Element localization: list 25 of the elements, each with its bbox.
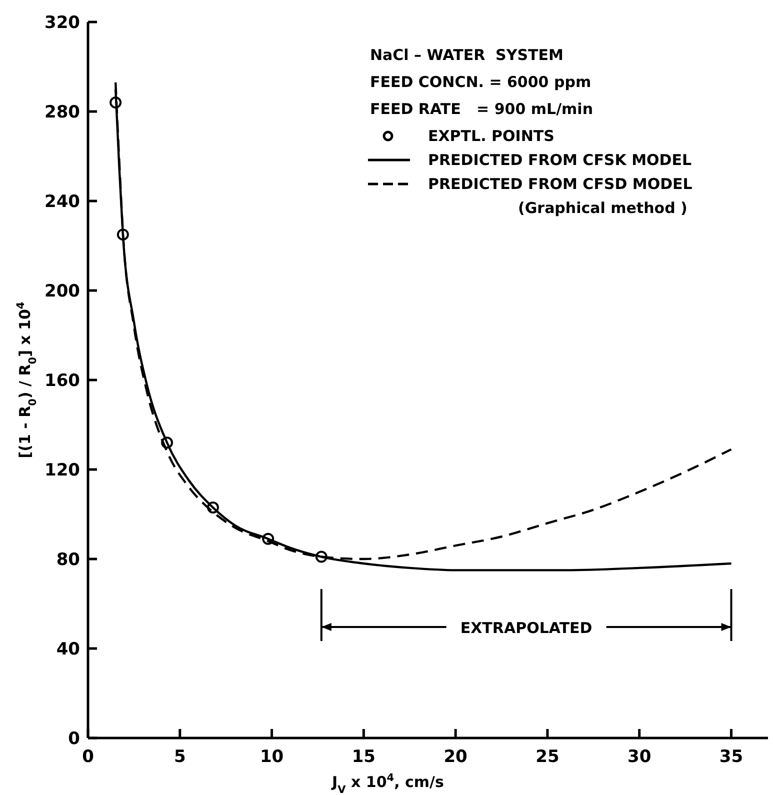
x-tick-label: 30 (628, 747, 652, 767)
annotation: EXTRAPOLATED (460, 619, 592, 638)
x-tick-label: 5 (174, 747, 186, 767)
legend-label: PREDICTED FROM CFSK MODEL (428, 151, 692, 169)
y-tick-label: 320 (44, 13, 80, 33)
y-tick-label: 0 (68, 729, 80, 749)
annotation: NaCl – WATER SYSTEM (370, 46, 564, 64)
y-tick-label: 80 (56, 550, 80, 570)
y-tick-label: 280 (44, 102, 80, 122)
annotation: FEED RATE = 900 mL/min (370, 100, 593, 118)
y-tick-label: 40 (56, 640, 80, 660)
x-axis-title: J$_{V}$ x 10$^{4}$, cm/s (331, 772, 444, 795)
y-tick-label: 120 (44, 460, 80, 480)
annotation: FEED CONCN. = 6000 ppm (370, 73, 592, 91)
y-tick-label: 240 (44, 192, 80, 212)
legend-label: EXPTL. POINTS (428, 127, 554, 145)
x-tick-label: 10 (260, 747, 284, 767)
x-tick-label: 0 (82, 747, 94, 767)
x-tick-label: 35 (719, 747, 744, 767)
legend-label: PREDICTED FROM CFSD MODEL (Graphical method ) (428, 175, 693, 217)
x-tick-label: 20 (444, 747, 468, 767)
y-tick-label: 200 (44, 282, 80, 302)
x-tick-label: 25 (536, 747, 560, 767)
y-tick-label: 160 (44, 371, 80, 391)
x-tick-label: 15 (352, 747, 376, 767)
